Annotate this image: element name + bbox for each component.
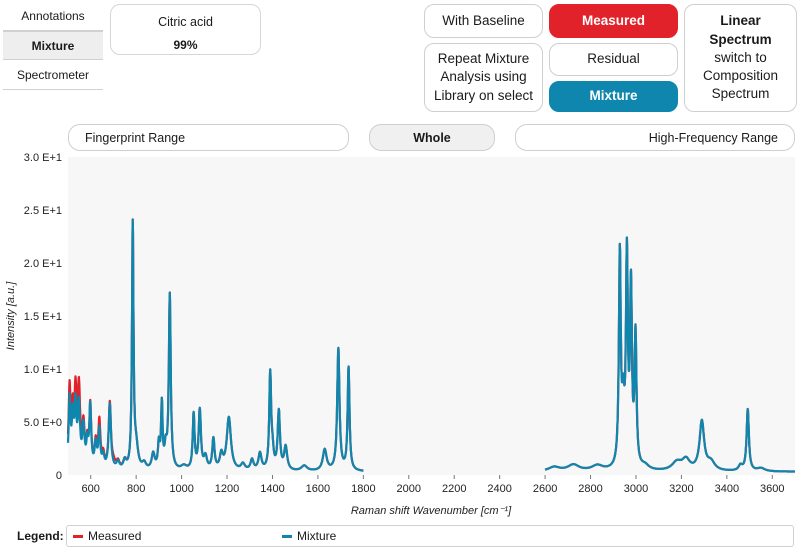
legend-measured-swatch	[73, 535, 83, 538]
mixture-series-line	[66, 218, 365, 472]
x-axis: 600 800 1000 1200 1400 1600 1800 2000 2200 2400 26…	[82, 475, 785, 495]
legend-title: Legend:	[17, 529, 64, 543]
plot-area	[68, 157, 795, 475]
tab-spectrometer[interactable]: Spectrometer	[3, 61, 103, 90]
spectrum-chart: 0 5.0 E+0 1.0 E+1 1.5 E+1 2.0 E+1 2.5 E+1 3.0 …	[5, 152, 796, 517]
x-tick-label: 800	[127, 483, 145, 495]
mixture-series-line	[544, 236, 796, 473]
series-group	[66, 218, 796, 473]
x-tick-label: 1800	[351, 483, 375, 495]
x-tick-label: 2600	[533, 483, 557, 495]
repeat-mixture-analysis-button[interactable]: Repeat Mixture Analysis using Library on…	[424, 43, 543, 112]
residual-button[interactable]: Residual	[549, 43, 678, 76]
side-tabs: Annotations Mixture Spectrometer	[0, 0, 105, 95]
x-tick-label: 2400	[487, 483, 511, 495]
x-tick-label: 1000	[169, 483, 193, 495]
x-tick-label: 3200	[669, 483, 693, 495]
tab-mixture[interactable]: Mixture	[3, 31, 103, 60]
linear-spectrum-label: Linear Spectrum	[709, 13, 772, 47]
y-tick-label: 5.0 E+0	[24, 417, 62, 429]
legend-measured-label: Measured	[88, 529, 142, 543]
y-tick-label: 0	[56, 470, 62, 482]
whole-range-button[interactable]: Whole	[369, 124, 495, 151]
x-tick-label: 2800	[578, 483, 602, 495]
y-axis-label: Intensity [a.u.]	[5, 281, 17, 350]
y-axis: 0 5.0 E+0 1.0 E+1 1.5 E+1 2.0 E+1 2.5 E+1 3.0 …	[24, 152, 62, 482]
mixture-button[interactable]: Mixture	[549, 81, 678, 112]
x-tick-label: 3600	[760, 483, 784, 495]
component-name: Citric acid	[158, 15, 213, 29]
x-tick-label: 1200	[215, 483, 239, 495]
y-tick-label: 1.5 E+1	[24, 311, 62, 323]
switch-to-composition-label: switch to Composition Spectrum	[702, 49, 779, 102]
y-tick-label: 3.0 E+1	[24, 152, 62, 164]
x-tick-label: 2200	[442, 483, 466, 495]
fingerprint-range-button[interactable]: Fingerprint Range	[68, 124, 349, 151]
with-baseline-button[interactable]: With Baseline	[424, 4, 543, 38]
legend: Measured Mixture	[66, 525, 794, 547]
x-tick-label: 600	[82, 483, 100, 495]
y-tick-label: 2.5 E+1	[24, 205, 62, 217]
component-card[interactable]: Citric acid 99%	[110, 4, 261, 55]
x-tick-label: 1600	[306, 483, 330, 495]
measured-button[interactable]: Measured	[549, 4, 678, 38]
tab-annotations[interactable]: Annotations	[3, 2, 103, 31]
y-tick-label: 1.0 E+1	[24, 364, 62, 376]
legend-mixture-swatch	[282, 535, 292, 538]
linear-spectrum-toggle[interactable]: Linear Spectrum switch to Composition Sp…	[684, 4, 797, 112]
x-tick-label: 2000	[397, 483, 421, 495]
x-axis-label: Raman shift Wavenumber [cm⁻¹]	[351, 505, 512, 517]
x-tick-label: 1400	[260, 483, 284, 495]
x-tick-label: 3000	[624, 483, 648, 495]
y-tick-label: 2.0 E+1	[24, 258, 62, 270]
component-percentage: 99%	[173, 38, 198, 52]
legend-mixture-label: Mixture	[297, 529, 337, 543]
x-tick-label: 3400	[715, 483, 739, 495]
high-frequency-range-button[interactable]: High-Frequency Range	[515, 124, 795, 151]
